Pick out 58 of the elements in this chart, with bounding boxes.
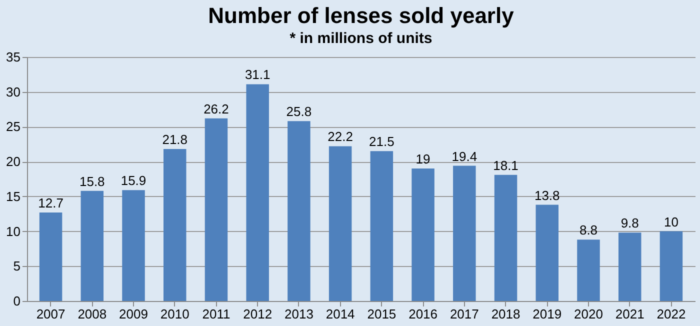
x-tick-label: 2012: [243, 306, 272, 322]
x-tick-label: 2020: [574, 306, 603, 322]
data-label: 12.7: [38, 195, 64, 210]
y-tick-label: 15: [6, 188, 20, 204]
data-label: 15.9: [120, 173, 146, 188]
y-tick-label: 25: [6, 119, 20, 134]
bar: [618, 232, 642, 301]
data-label: 19.4: [452, 148, 478, 164]
x-tick-label: 2011: [202, 306, 230, 322]
bar: [204, 118, 228, 301]
data-label: 10: [664, 214, 678, 230]
bar: [288, 121, 310, 301]
data-label: 31.1: [244, 67, 270, 82]
bar: [80, 190, 104, 301]
bar: [412, 168, 434, 301]
data-label: 15.8: [79, 174, 105, 189]
y-tick-label: 30: [6, 84, 20, 100]
bar: [39, 212, 62, 301]
y-tick-label: 35: [6, 50, 20, 64]
y-tick-label: 5: [13, 258, 20, 274]
bar: [536, 204, 559, 301]
data-label: 26.2: [204, 101, 229, 116]
data-label: 13.8: [534, 188, 560, 203]
bar: [577, 240, 600, 301]
data-label: 25.8: [286, 104, 312, 120]
x-tick-label: 2015: [367, 306, 396, 322]
x-tick-label: 2007: [36, 306, 66, 322]
data-label: 19: [416, 152, 430, 167]
bar: [163, 149, 186, 301]
x-tick-label: 2008: [78, 306, 107, 322]
y-tick-label: 0: [13, 294, 20, 308]
data-label: 21.8: [162, 132, 188, 148]
bar: [246, 84, 269, 301]
x-tick-label: 2010: [160, 306, 190, 322]
x-tick-label: 2019: [532, 306, 562, 322]
bar: [453, 166, 476, 301]
bar: [370, 151, 394, 301]
x-tick-label: 2013: [284, 306, 314, 322]
bar: [660, 231, 683, 301]
bar: [494, 174, 518, 301]
bar: [328, 146, 352, 301]
data-label: 18.1: [493, 158, 518, 173]
data-label: 22.2: [328, 129, 353, 144]
x-tick-label: 2021: [615, 306, 644, 322]
y-tick-label: 20: [6, 154, 20, 170]
chart-subtitle: * in millions of units: [290, 30, 432, 47]
x-tick-label: 2014: [326, 306, 355, 322]
y-tick-label: 10: [6, 224, 20, 239]
data-label: 9.8: [620, 216, 639, 231]
x-tick-label: 2022: [656, 306, 686, 322]
x-tick-label: 2017: [450, 306, 479, 322]
data-label: 21.5: [369, 134, 394, 150]
data-label: 8.8: [579, 222, 598, 238]
x-tick-label: 2009: [119, 306, 148, 322]
chart-title: Number of lenses sold yearly: [208, 3, 515, 28]
x-tick-label: 2018: [491, 306, 520, 322]
bar: [122, 190, 145, 301]
x-tick-label: 2016: [408, 306, 438, 322]
